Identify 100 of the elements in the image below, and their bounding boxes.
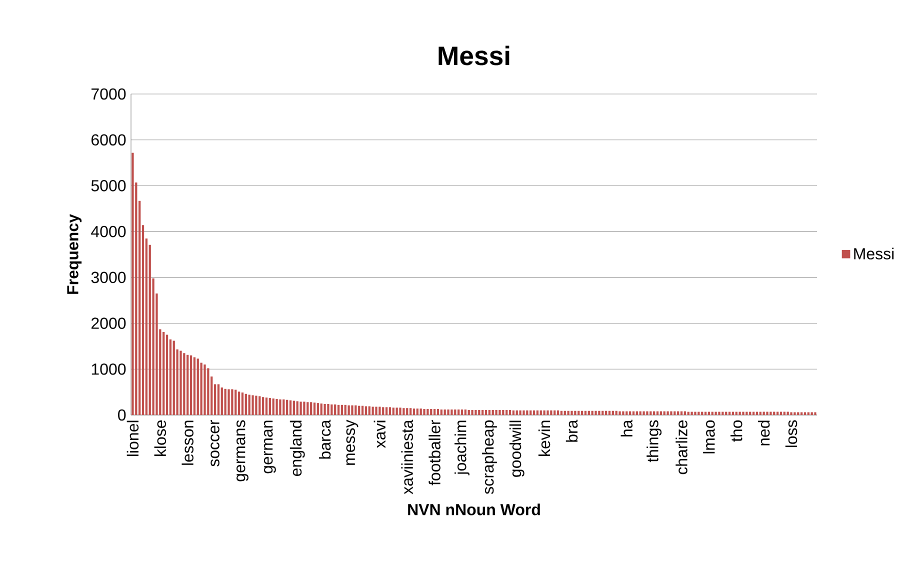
bar [324,404,326,415]
x-tick-label: germans [236,420,248,482]
chart-title: Messi [438,46,510,66]
bar [564,410,566,415]
bar [454,409,456,415]
x-tick-label: ha [620,420,633,436]
x-tick-label: german [264,420,276,474]
bar [313,402,316,415]
x-tick-label: kevin [538,420,550,456]
x-tick-label: loss [785,420,798,448]
bar [412,408,416,415]
bar [193,357,196,415]
y-tick-label: 0 [118,409,126,421]
bar [458,409,460,415]
bar [450,409,453,415]
bar [543,410,546,415]
x-tick-label: charlize [676,420,688,474]
bar [800,412,803,415]
y-tick-label: 1000 [92,363,126,375]
bar [388,407,392,415]
bar [794,412,796,415]
bar [484,410,488,415]
bar [228,389,230,415]
bar [694,412,696,415]
bar [364,406,368,415]
bar [498,410,501,415]
bar [327,404,330,415]
x-tick-label: joachim [454,420,470,476]
bar [588,410,590,415]
bar [584,410,587,415]
x-tick-label: soccer [210,420,220,466]
x-tick-label: messy [346,420,358,465]
bar [804,412,806,415]
x-tick-label: lesson [182,420,194,465]
x-tick-label: lmao [703,420,715,454]
bar [385,407,388,415]
bar [550,410,552,415]
y-tick-label: 2000 [92,318,126,329]
bar [190,355,192,415]
bar [217,384,220,415]
bar [574,410,576,415]
bar [526,410,528,415]
bar [433,409,436,415]
bar [608,410,611,415]
bar [580,410,584,415]
bar [742,412,744,415]
bar [492,410,494,415]
bar [636,411,638,415]
bar [265,398,268,415]
x-tick-label: bra [566,420,578,442]
bar [416,408,418,415]
bar [334,404,336,415]
bar [402,408,405,415]
bar [546,410,549,415]
bar [618,411,621,415]
bar [172,340,175,415]
x-tick-label: xavi [374,420,386,448]
bar [292,400,295,415]
bar [508,410,512,415]
bar [268,398,271,415]
x-axis-title: NVN nNoun Word [408,504,540,516]
bar [718,412,720,415]
bar [368,406,370,415]
bar [677,411,680,415]
bar [560,410,563,415]
bar [238,392,240,415]
bar [536,410,539,415]
bar [406,408,408,415]
bar [642,411,645,415]
bar [714,412,717,415]
bar [344,404,346,415]
bar [578,410,580,415]
bar [248,394,250,415]
bar [423,409,426,415]
bar [602,410,604,415]
bar [196,358,199,415]
bar [570,410,573,415]
bar [660,411,662,415]
bar [186,354,189,415]
bar [468,410,470,415]
bar [348,405,350,415]
bar [770,412,772,415]
bar [258,396,261,415]
x-tick-label: xaviiniesta [401,420,413,494]
bar [506,410,508,415]
bar [430,409,432,415]
y-axis-title: Frequency [67,214,82,294]
bar [746,412,748,415]
bar [396,408,398,415]
bar [598,410,600,415]
y-tick-label: 5000 [91,180,126,192]
x-tick-label: footballer [428,420,440,486]
bar [409,408,412,415]
y-tick-label: 7000 [92,88,126,100]
bar [447,409,450,415]
bar [420,408,422,415]
bar [680,411,683,415]
bar [252,395,254,415]
bar [684,411,686,415]
bar [495,410,498,415]
